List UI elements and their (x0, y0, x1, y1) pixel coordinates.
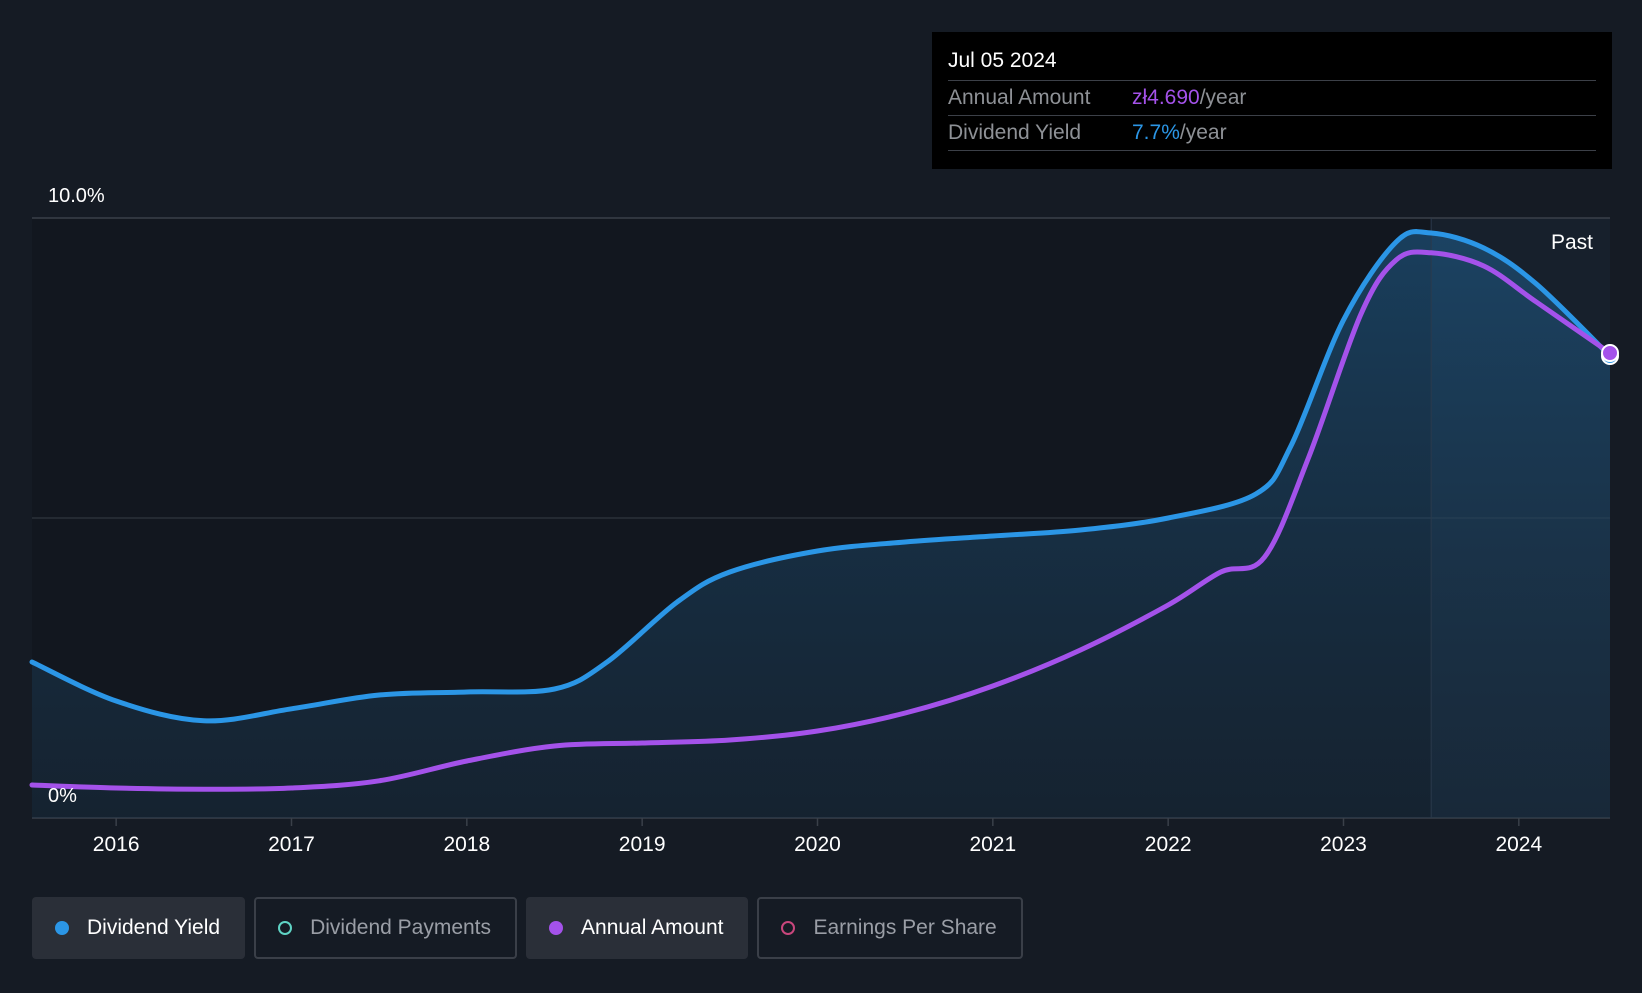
annual-amount-end-marker (1601, 344, 1619, 362)
x-tick-label: 2023 (1320, 833, 1367, 856)
tooltip-unit: /year (1179, 121, 1227, 144)
tooltip-row-dividend-yield: Dividend Yield 7.7% /year (948, 116, 1596, 151)
x-tick-label: 2019 (619, 833, 666, 856)
dividend-yield-line (29, 229, 1613, 724)
tooltip-value: 7.7% (1132, 121, 1180, 144)
x-tick-label: 2016 (93, 833, 140, 856)
legend-earnings-per-share-button[interactable]: Earnings Per Share (757, 897, 1023, 959)
end-markers (1601, 344, 1619, 365)
series-lines (29, 229, 1613, 792)
filled-dot-icon (549, 921, 564, 935)
legend: Dividend Yield Dividend Payments Annual … (32, 897, 1023, 959)
y-tick-label: 0% (48, 785, 77, 807)
x-tick-label: 2022 (1145, 833, 1192, 856)
y-axis-ticks: 0% 10.0% (48, 185, 105, 807)
x-tick-label: 2021 (969, 833, 1016, 856)
x-tick-label: 2024 (1495, 833, 1542, 856)
tooltip-row-annual-amount: Annual Amount zł4.690 /year (948, 81, 1596, 116)
ring-dot-icon (278, 921, 293, 935)
tooltip-date: Jul 05 2024 (948, 46, 1596, 81)
legend-label: Dividend Yield (87, 916, 221, 939)
dividend-yield-area (32, 231, 1610, 818)
past-label: Past (1551, 231, 1593, 254)
legend-annual-amount-button[interactable]: Annual Amount (526, 897, 749, 959)
tooltip-label: Annual Amount (948, 86, 1091, 109)
legend-label: Earnings Per Share (813, 916, 997, 939)
x-tick-label: 2020 (794, 833, 841, 856)
tooltip-value: zł4.690 (1132, 86, 1200, 109)
x-tick-label: 2017 (268, 833, 315, 856)
x-tick-label: 2018 (443, 833, 490, 856)
annual-amount-line (29, 249, 1613, 792)
ring-dot-icon (781, 921, 796, 935)
legend-label: Annual Amount (581, 916, 724, 939)
filled-dot-icon (55, 921, 69, 935)
x-axis-ticks: 2016 2017 2018 2019 2020 2021 2022 2023 2024 (93, 818, 1543, 856)
legend-dividend-yield-button[interactable]: Dividend Yield (32, 897, 246, 959)
y-tick-label: 10.0% (48, 185, 105, 207)
tooltip-unit: /year (1199, 86, 1247, 109)
hover-tooltip: Jul 05 2024 Annual Amount zł4.690 /year … (932, 32, 1612, 169)
legend-label: Dividend Payments (310, 916, 492, 939)
tooltip-label: Dividend Yield (948, 121, 1082, 144)
legend-dividend-payments-button[interactable]: Dividend Payments (254, 897, 518, 959)
